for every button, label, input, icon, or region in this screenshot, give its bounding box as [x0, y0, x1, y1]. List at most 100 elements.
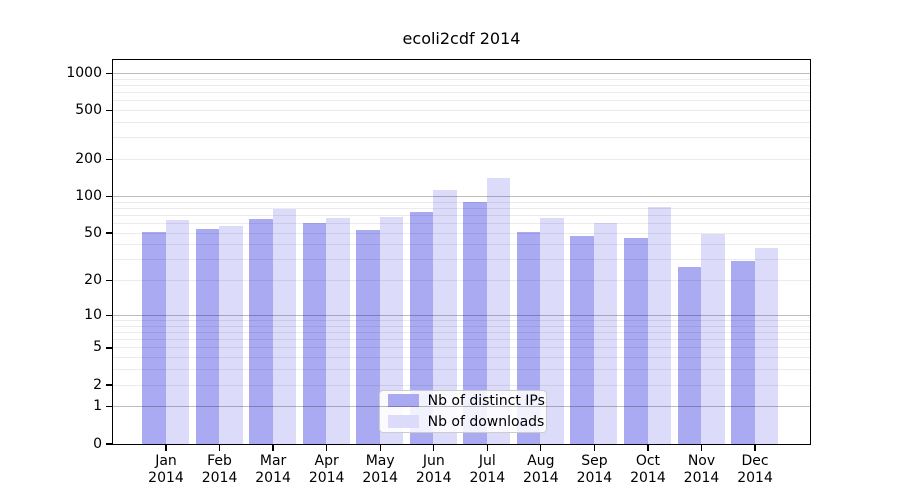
gridline-minor-90 — [112, 201, 810, 203]
bar-downloads-may — [379, 217, 404, 444]
gridline-minor-300 — [112, 137, 810, 139]
bar-ips-feb — [195, 228, 220, 444]
legend-swatch-downloads-icon — [387, 415, 419, 428]
x-tick-jul — [486, 445, 488, 452]
gridline-minor-60 — [112, 223, 810, 225]
y-tick-label-1000: 1000 — [66, 64, 102, 81]
x-tick-label-nov: Nov 2014 — [683, 452, 720, 487]
x-tick-label-feb: Feb 2014 — [201, 452, 238, 487]
bar-downloads-dec — [754, 248, 779, 444]
gridline-minor-600 — [112, 100, 810, 102]
bar-ips-jul — [463, 201, 487, 444]
gridline-minor-4 — [112, 357, 810, 359]
x-tick-label-aug: Aug 2014 — [523, 452, 559, 487]
x-tick-sep — [593, 445, 596, 452]
y-tick-label-100: 100 — [75, 187, 102, 204]
y-tick-5 — [105, 347, 113, 349]
y-tick-10 — [105, 314, 113, 316]
y-tick-label-20: 20 — [84, 272, 102, 289]
gridline-major-1 — [112, 406, 810, 408]
y-tick-label-2: 2 — [93, 376, 102, 393]
gridline-minor-30 — [112, 259, 810, 261]
chart-title: ecoli2cdf 2014 — [402, 29, 521, 48]
gridline-minor-6 — [112, 339, 810, 341]
x-tick-jan — [165, 445, 167, 452]
y-tick-label-0: 0 — [93, 435, 102, 452]
x-tick-label-may: May 2014 — [362, 452, 398, 487]
legend-entry-downloads: Nb of downloads — [387, 414, 544, 430]
gridline-minor-2 — [112, 384, 810, 386]
gridline-minor-50 — [112, 232, 810, 234]
bar-downloads-jul — [486, 178, 511, 444]
gridline-minor-9 — [112, 320, 810, 322]
x-tick-oct — [647, 445, 649, 452]
bar-downloads-mar — [272, 209, 297, 444]
bar-downloads-aug — [540, 218, 564, 444]
y-tick-0 — [105, 443, 113, 445]
x-tick-label-jan: Jan 2014 — [148, 452, 184, 487]
y-tick-200 — [105, 158, 113, 161]
bar-ips-sep — [570, 235, 594, 444]
gridline-minor-200 — [112, 159, 810, 161]
bar-downloads-oct — [647, 206, 672, 444]
y-tick-label-500: 500 — [75, 101, 102, 118]
x-tick-label-mar: Mar 2014 — [255, 452, 291, 487]
y-tick-label-10: 10 — [84, 306, 102, 323]
y-tick-label-200: 200 — [75, 150, 102, 167]
bar-ips-apr — [302, 223, 327, 444]
bar-downloads-nov — [701, 233, 725, 444]
bar-downloads-jun — [433, 190, 457, 444]
y-tick-2 — [105, 384, 113, 386]
gridline-minor-80 — [112, 207, 810, 209]
bar-ips-jan — [142, 231, 166, 444]
gridline-major-100 — [112, 196, 810, 197]
legend-label-distinct-ips: Nb of distinct IPs — [427, 392, 545, 409]
x-tick-dec — [754, 445, 756, 452]
gridline-minor-900 — [112, 78, 810, 80]
legend-label-downloads: Nb of downloads — [427, 413, 545, 430]
legend: Nb of distinct IPs Nb of downloads — [378, 389, 547, 433]
x-tick-feb — [218, 445, 221, 452]
x-tick-label-dec: Dec 2014 — [737, 452, 773, 487]
y-tick-1000 — [105, 72, 113, 74]
bar-downloads-apr — [326, 218, 350, 444]
x-tick-label-sep: Sep 2014 — [576, 452, 613, 487]
gridline-minor-8 — [112, 325, 810, 327]
x-tick-label-oct: Oct 2014 — [630, 452, 666, 487]
gridline-minor-400 — [112, 122, 810, 124]
bar-ips-jun — [409, 211, 434, 444]
bar-downloads-jan — [165, 220, 190, 444]
x-tick-aug — [540, 445, 542, 452]
y-tick-label-5: 5 — [93, 339, 102, 356]
y-tick-50 — [105, 232, 113, 234]
gridline-minor-70 — [112, 214, 810, 216]
bar-downloads-feb — [219, 225, 243, 444]
plot-area: Nb of distinct IPs Nb of downloads — [111, 58, 811, 445]
bar-ips-may — [356, 229, 380, 444]
gridline-minor-20 — [112, 280, 810, 282]
bar-ips-nov — [677, 266, 702, 444]
y-tick-20 — [105, 280, 113, 282]
gridline-minor-700 — [112, 92, 810, 94]
gridline-minor-500 — [112, 110, 810, 112]
bar-ips-mar — [249, 218, 273, 444]
y-tick-label-50: 50 — [84, 224, 102, 241]
gridline-minor-40 — [112, 244, 810, 246]
gridline-minor-5 — [112, 347, 810, 349]
x-tick-may — [379, 445, 381, 452]
legend-entry-distinct-ips: Nb of distinct IPs — [387, 393, 545, 409]
x-tick-jun — [433, 445, 435, 452]
gridline-minor-800 — [112, 84, 810, 86]
gridline-minor-7 — [112, 332, 810, 334]
x-tick-nov — [700, 445, 703, 452]
y-tick-500 — [105, 109, 113, 112]
x-tick-label-jun: Jun 2014 — [415, 452, 452, 487]
y-tick-label-1: 1 — [93, 398, 102, 415]
gridline-major-1000 — [112, 72, 810, 74]
x-tick-label-jul: Jul 2014 — [469, 452, 506, 487]
bar-ips-dec — [731, 261, 755, 444]
bar-ips-oct — [624, 238, 648, 444]
x-tick-apr — [326, 445, 328, 452]
x-tick-mar — [272, 445, 274, 452]
